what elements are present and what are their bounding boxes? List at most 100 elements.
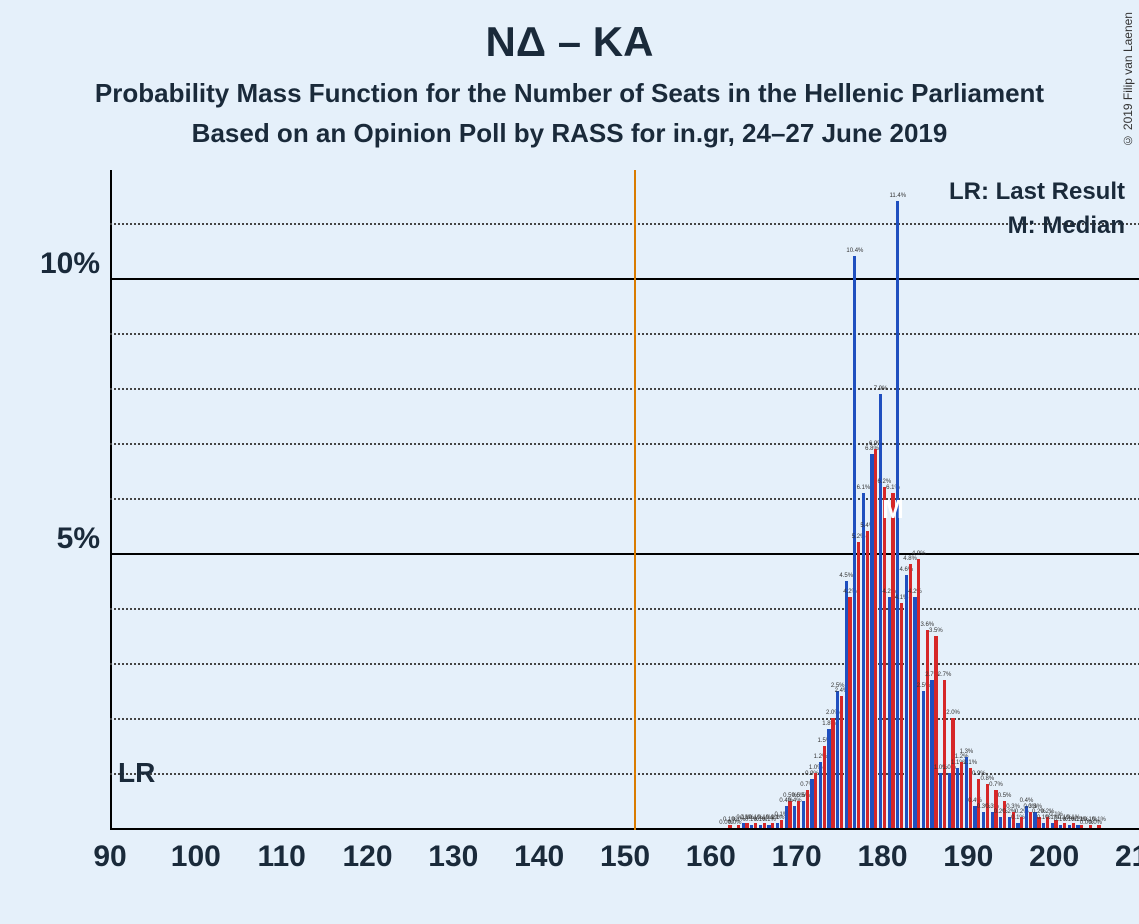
- bar-red: [797, 801, 800, 829]
- bar-red: [848, 597, 851, 828]
- bar-red: [745, 823, 748, 829]
- bar-blue: [802, 801, 805, 829]
- chart-container: ΝΔ – ΚΑ Probability Mass Function for th…: [0, 0, 1139, 924]
- bar-blue: [870, 454, 873, 828]
- bar-value-label: 2.0%: [946, 710, 960, 716]
- bar-blue: [930, 680, 933, 829]
- bar-blue: [793, 806, 796, 828]
- bar-red: [900, 603, 903, 829]
- chart-title: ΝΔ – ΚΑ: [0, 18, 1139, 66]
- bar-red: [891, 493, 894, 829]
- bar-blue: [999, 817, 1002, 828]
- bar-value-label: 11.4%: [889, 193, 906, 199]
- bar-blue: [759, 825, 762, 828]
- x-tick-label: 170: [772, 840, 822, 874]
- bar-blue: [750, 825, 753, 828]
- bar-value-label: 3.5%: [929, 628, 943, 634]
- bar-value-label: 4.5%: [839, 573, 853, 579]
- bar-blue: [956, 768, 959, 829]
- x-tick-label: 190: [943, 840, 993, 874]
- x-tick-label: 120: [342, 840, 392, 874]
- bar-value-label: 0.5%: [998, 793, 1012, 799]
- bar-red: [806, 790, 809, 829]
- x-tick-label: 90: [93, 840, 126, 874]
- bar-blue: [742, 823, 745, 829]
- bar-blue: [853, 256, 856, 828]
- x-tick-label: 100: [171, 840, 221, 874]
- bar-value-label: 4.8%: [903, 556, 917, 562]
- x-tick-label: 200: [1029, 840, 1079, 874]
- bar-blue: [827, 729, 830, 828]
- bar-blue: [1042, 823, 1045, 829]
- bar-red: [737, 825, 740, 828]
- bar-red: [866, 531, 869, 828]
- bar-red: [1020, 817, 1023, 828]
- bar-blue: [913, 597, 916, 828]
- bar-red: [814, 773, 817, 828]
- x-tick-label: 210: [1115, 840, 1139, 874]
- bar-blue: [1016, 823, 1019, 829]
- bar-blue: [845, 581, 848, 829]
- bar-blue: [1051, 823, 1054, 829]
- bar-red: [1063, 823, 1066, 829]
- bar-blue: [982, 812, 985, 829]
- bar-value-label: 7.9%: [874, 386, 888, 392]
- bar-red: [874, 449, 877, 829]
- bar-value-label: 1.3%: [960, 749, 974, 755]
- bar-blue: [785, 806, 788, 828]
- bar-blue: [776, 823, 779, 829]
- bar-value-label: 6.1%: [857, 485, 871, 491]
- bar-red: [771, 823, 774, 829]
- plot-area: 5%10% 9010011012013014015016017018019020…: [110, 170, 1139, 830]
- bar-value-label: 10.4%: [846, 248, 863, 254]
- bar-blue: [965, 757, 968, 829]
- bars-group: 0.0%0.1%0.0%0.1%0.1%0.1%0.1%0.1%0.1%0.1%…: [110, 170, 1139, 828]
- x-axis-line: [110, 828, 1139, 830]
- bar-value-label: 0.1%: [1092, 817, 1106, 823]
- bar-blue: [905, 575, 908, 828]
- bar-blue: [888, 597, 891, 828]
- x-tick-label: 140: [514, 840, 564, 874]
- bar-blue: [836, 691, 839, 829]
- bar-red: [926, 630, 929, 828]
- x-axis-labels: 90100110120130140150160170180190200210: [110, 840, 1139, 880]
- bar-blue: [879, 394, 882, 829]
- x-tick-label: 150: [600, 840, 650, 874]
- x-tick-label: 110: [257, 840, 305, 874]
- bar-blue: [767, 825, 770, 828]
- bar-red: [763, 823, 766, 829]
- bar-red: [1097, 825, 1100, 828]
- bar-value-label: 4.9%: [912, 551, 926, 557]
- bar-blue: [939, 773, 942, 828]
- bar-blue: [1068, 825, 1071, 828]
- bar-red: [840, 696, 843, 828]
- bar-red: [1072, 823, 1075, 829]
- bar-red: [823, 746, 826, 829]
- chart-subtitle-1: Probability Mass Function for the Number…: [0, 78, 1139, 109]
- median-label: M: [882, 494, 904, 525]
- bar-blue: [1059, 825, 1062, 828]
- bar-blue: [922, 691, 925, 829]
- bar-red: [780, 820, 783, 828]
- x-tick-label: 180: [857, 840, 907, 874]
- bar-red: [943, 680, 946, 829]
- bar-value-label: 2.7%: [938, 672, 952, 678]
- bar-value-label: 1.1%: [963, 760, 977, 766]
- bar-red: [831, 718, 834, 828]
- bar-blue: [810, 779, 813, 829]
- bar-red: [754, 823, 757, 829]
- chart-subtitle-2: Based on an Opinion Poll by RASS for in.…: [0, 118, 1139, 149]
- y-tick-label: 10%: [40, 247, 100, 281]
- x-tick-label: 130: [428, 840, 478, 874]
- bar-red: [960, 762, 963, 828]
- bar-red: [857, 542, 860, 828]
- bar-blue: [948, 773, 951, 828]
- y-tick-label: 5%: [57, 522, 100, 556]
- bar-value-label: 0.7%: [989, 782, 1003, 788]
- x-tick-label: 160: [686, 840, 736, 874]
- bar-blue: [819, 762, 822, 828]
- bar-red: [917, 559, 920, 829]
- bar-blue: [862, 493, 865, 829]
- bar-red: [909, 564, 912, 828]
- bar-red: [883, 487, 886, 828]
